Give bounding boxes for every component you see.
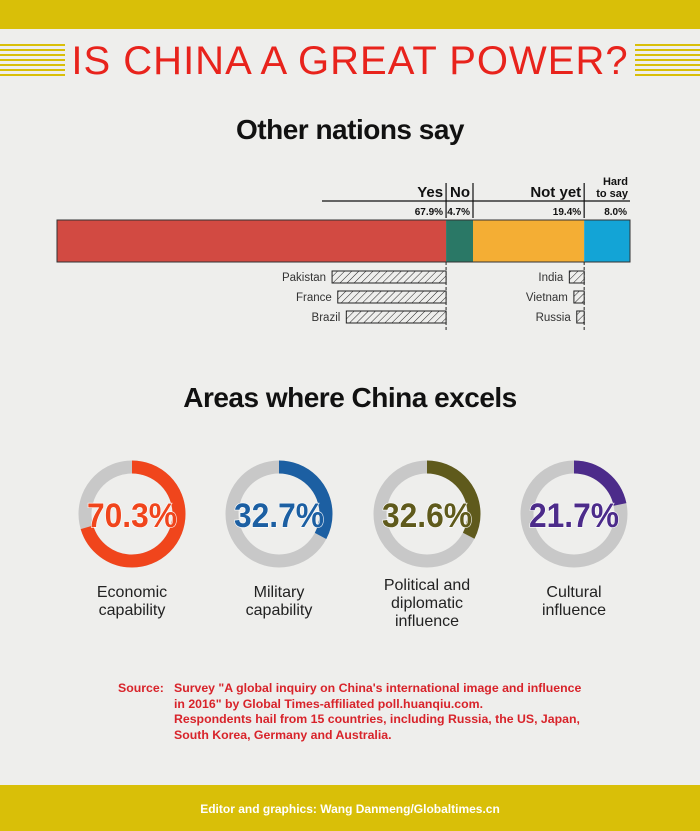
donut-arc-cultural: [520, 460, 628, 568]
donut-caption: influence: [395, 613, 459, 630]
country-bar-brazil: [345, 310, 447, 324]
value-label: 8.0%: [604, 207, 627, 218]
country-label: Russia: [536, 312, 572, 324]
bar-segment-no: [446, 220, 473, 262]
country-bar-russia: [576, 310, 585, 324]
value-label: 4.7%: [447, 207, 470, 218]
category-label: Hard: [603, 176, 628, 188]
source-line: South Korea, Germany and Australia.: [174, 727, 392, 742]
country-label: Pakistan: [282, 272, 326, 284]
credit-line: Editor and graphics: Wang Danmeng/Global…: [200, 802, 500, 816]
donut-arc-economic: [78, 460, 186, 568]
country-bar-india: [568, 270, 585, 284]
page-title: IS CHINA A GREAT POWER?: [0, 38, 700, 84]
source-text: Survey "A global inquiry on China's inte…: [174, 681, 674, 743]
donut-caption: Military: [254, 584, 305, 601]
heading-areas: Areas where China excels: [183, 382, 517, 413]
donut-value-label: 21.7%: [529, 497, 619, 535]
donut-value-label: 32.6%: [382, 497, 472, 535]
bar-segment-hard-to-say: [584, 220, 630, 262]
donut-value-label: 32.7%: [234, 497, 324, 535]
country-bar-vietnam: [573, 290, 585, 304]
donut-arc-political-and: [373, 460, 481, 568]
country-bar-france: [337, 290, 447, 304]
country-label: Brazil: [312, 312, 341, 324]
donut-caption: capability: [99, 602, 166, 619]
value-label: 19.4%: [553, 207, 581, 218]
category-label: Yes: [417, 184, 443, 201]
bar-outline: [56, 219, 631, 263]
category-label: to say: [596, 188, 629, 200]
country-label: France: [296, 292, 332, 304]
source-label: Source:: [118, 681, 164, 695]
country-label: Vietnam: [526, 292, 568, 304]
source-line: in 2016" by Global Times-affiliated poll…: [174, 696, 483, 711]
donut-arc-military: [225, 460, 333, 568]
donut-caption: Cultural: [546, 584, 601, 601]
country-label: India: [538, 272, 564, 284]
source-line: Respondents hail from 15 countries, incl…: [174, 712, 580, 726]
donut-value-label: 70.3%: [87, 497, 177, 535]
bar-segment-not-yet: [472, 220, 585, 262]
source-line: Survey "A global inquiry on China's inte…: [174, 681, 582, 695]
donut-charts: 70.3%Economiccapability32.7%Militarycapa…: [78, 460, 628, 630]
donut-caption: influence: [542, 602, 606, 619]
donut-caption: Political and: [384, 577, 470, 594]
value-label: 67.9%: [415, 207, 443, 218]
category-label: No: [450, 184, 470, 201]
bar-segment-yes: [57, 220, 447, 262]
country-bar-pakistan: [331, 270, 447, 284]
top-bar: [0, 0, 700, 29]
donut-caption: diplomatic: [391, 595, 463, 612]
donut-caption: Economic: [97, 584, 167, 601]
title-text: IS CHINA A GREAT POWER?: [65, 39, 635, 83]
donut-caption: capability: [246, 602, 313, 619]
category-label: Not yet: [530, 184, 581, 201]
bottom-bar: [0, 785, 700, 831]
heading-other-nations: Other nations say: [235, 114, 465, 145]
